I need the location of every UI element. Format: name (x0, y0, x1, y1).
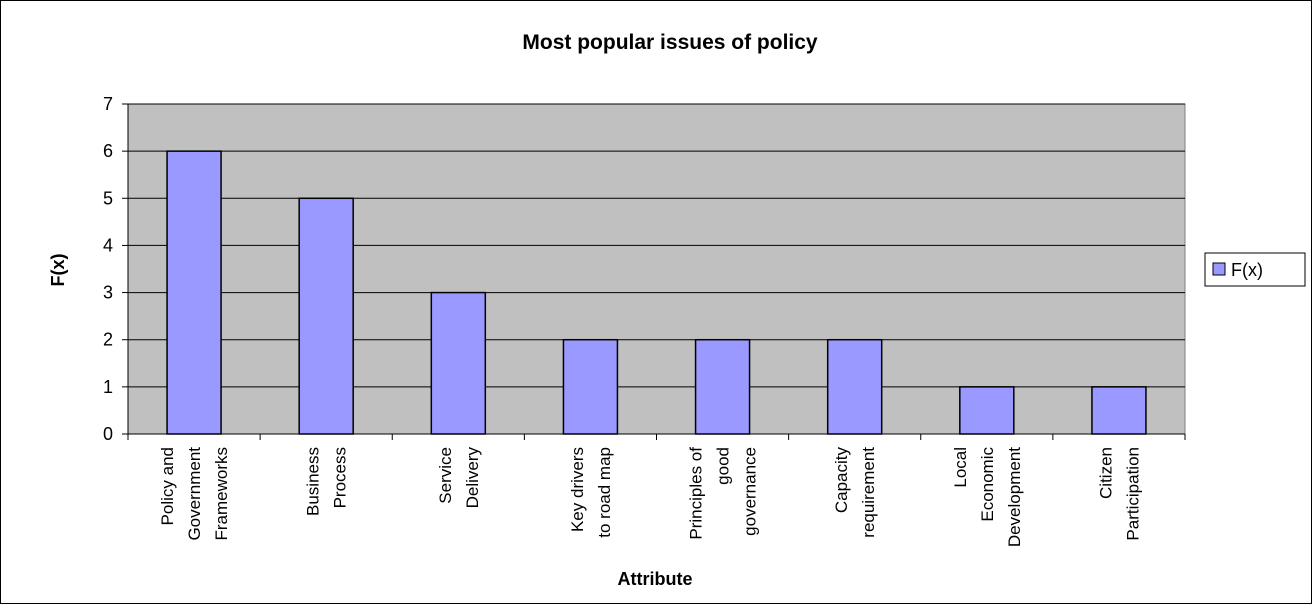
plot-background (127, 103, 1186, 435)
x-category-label: Service (436, 447, 455, 504)
x-category-label: good (714, 447, 733, 485)
x-axis-title: Attribute (618, 569, 693, 589)
bar (826, 338, 883, 435)
x-category-label: Policy and (158, 447, 177, 525)
legend: F(x) (1204, 252, 1306, 287)
y-tick-label: 6 (103, 141, 113, 161)
x-category-label: Key drivers (568, 447, 587, 532)
bar (694, 338, 751, 435)
y-tick-label: 1 (103, 377, 113, 397)
plot-area: 0 1 2 3 4 5 6 7 Policy and Government Frameworks Bu… (103, 94, 1186, 547)
x-category-label: Development (1005, 447, 1024, 547)
chart-title: Most popular issues of policy (522, 31, 818, 54)
y-tick-label: 4 (103, 235, 113, 255)
y-axis-title: F(x) (48, 254, 68, 287)
x-category-label: requirement (859, 447, 878, 538)
bar (959, 386, 1015, 435)
x-category-label: Government (185, 447, 204, 541)
x-category-label: Economic (978, 447, 997, 522)
y-tick-label: 7 (103, 94, 113, 114)
x-category-label: Local (951, 447, 970, 488)
x-category-label: Business (304, 447, 323, 516)
x-category-label: Citizen (1096, 447, 1115, 499)
bar (430, 291, 487, 435)
bar (166, 150, 222, 435)
x-category-label: governance (741, 447, 760, 536)
x-category-label: to road map (595, 447, 614, 538)
y-tick-label: 2 (103, 330, 113, 350)
legend-swatch (1212, 262, 1226, 276)
y-tick-label: 0 (103, 424, 113, 444)
y-tick-label: 3 (103, 283, 113, 303)
x-category-label: Process (331, 447, 350, 508)
x-category-label: Capacity (832, 447, 851, 514)
x-category-label: Frameworks (212, 447, 231, 541)
bar (1091, 386, 1147, 435)
x-category-label: Participation (1123, 447, 1142, 541)
legend-label: F(x) (1231, 260, 1263, 280)
bar (562, 338, 619, 435)
x-category-label: Delivery (463, 447, 482, 509)
y-tick-label: 5 (103, 188, 113, 208)
bar (298, 197, 354, 435)
x-category-label: Principles of (687, 447, 706, 540)
